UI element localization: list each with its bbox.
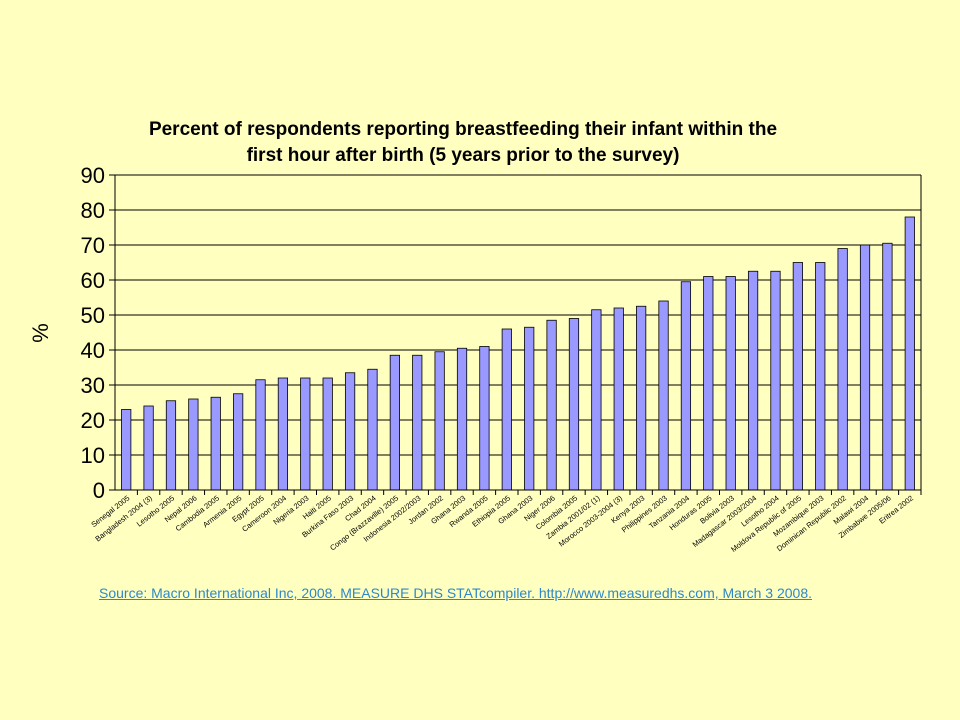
bar (837, 248, 848, 491)
bar (434, 351, 445, 491)
bar (389, 354, 400, 491)
bar (255, 379, 266, 491)
bar (188, 398, 199, 491)
bar (613, 307, 624, 491)
gridlines (115, 174, 921, 456)
y-tick-labels: 0 10 20 30 40 50 60 70 80 90 (81, 163, 105, 503)
y-tick-label: 70 (81, 233, 105, 258)
bar (703, 276, 714, 491)
bar (792, 262, 803, 491)
chart-title-line-1: Percent of respondents reporting breastf… (149, 119, 777, 140)
y-tick-label: 10 (81, 443, 105, 468)
y-tick-label: 0 (93, 478, 105, 503)
bar (524, 326, 535, 491)
bar (501, 328, 512, 491)
y-tick-label: 40 (81, 338, 105, 363)
y-axis-label: % (28, 323, 53, 343)
bar (300, 377, 311, 491)
bar (456, 347, 468, 491)
bar (770, 270, 781, 491)
bar (233, 393, 244, 491)
bar (568, 318, 580, 491)
y-tick-label: 20 (81, 408, 105, 433)
y-tick-label: 80 (81, 198, 105, 223)
bar (344, 372, 356, 491)
bar (859, 244, 871, 491)
y-tick-label: 30 (81, 373, 105, 398)
bar (815, 262, 826, 491)
bar (725, 276, 736, 491)
y-tick-label: 50 (81, 303, 105, 328)
bar (747, 270, 759, 491)
y-tick-label: 90 (81, 163, 105, 188)
bar (412, 354, 423, 491)
bar (165, 400, 177, 491)
bar (143, 405, 154, 491)
bar (546, 319, 557, 491)
bar (591, 309, 602, 491)
bar (904, 216, 915, 491)
axes (109, 174, 922, 495)
y-tick-label: 60 (81, 268, 105, 293)
bar (636, 305, 647, 491)
bar (882, 242, 893, 491)
bar (277, 377, 289, 491)
bar (479, 346, 490, 491)
bar (322, 377, 333, 491)
bar (367, 368, 378, 491)
chart-title-line-2: first hour after birth (5 years prior to… (247, 145, 680, 166)
bar (121, 409, 132, 491)
bar (210, 396, 221, 491)
bar (658, 300, 669, 491)
bars (121, 216, 915, 491)
source-link[interactable]: Source: Macro International Inc, 2008. M… (99, 585, 813, 601)
bar (680, 281, 692, 491)
